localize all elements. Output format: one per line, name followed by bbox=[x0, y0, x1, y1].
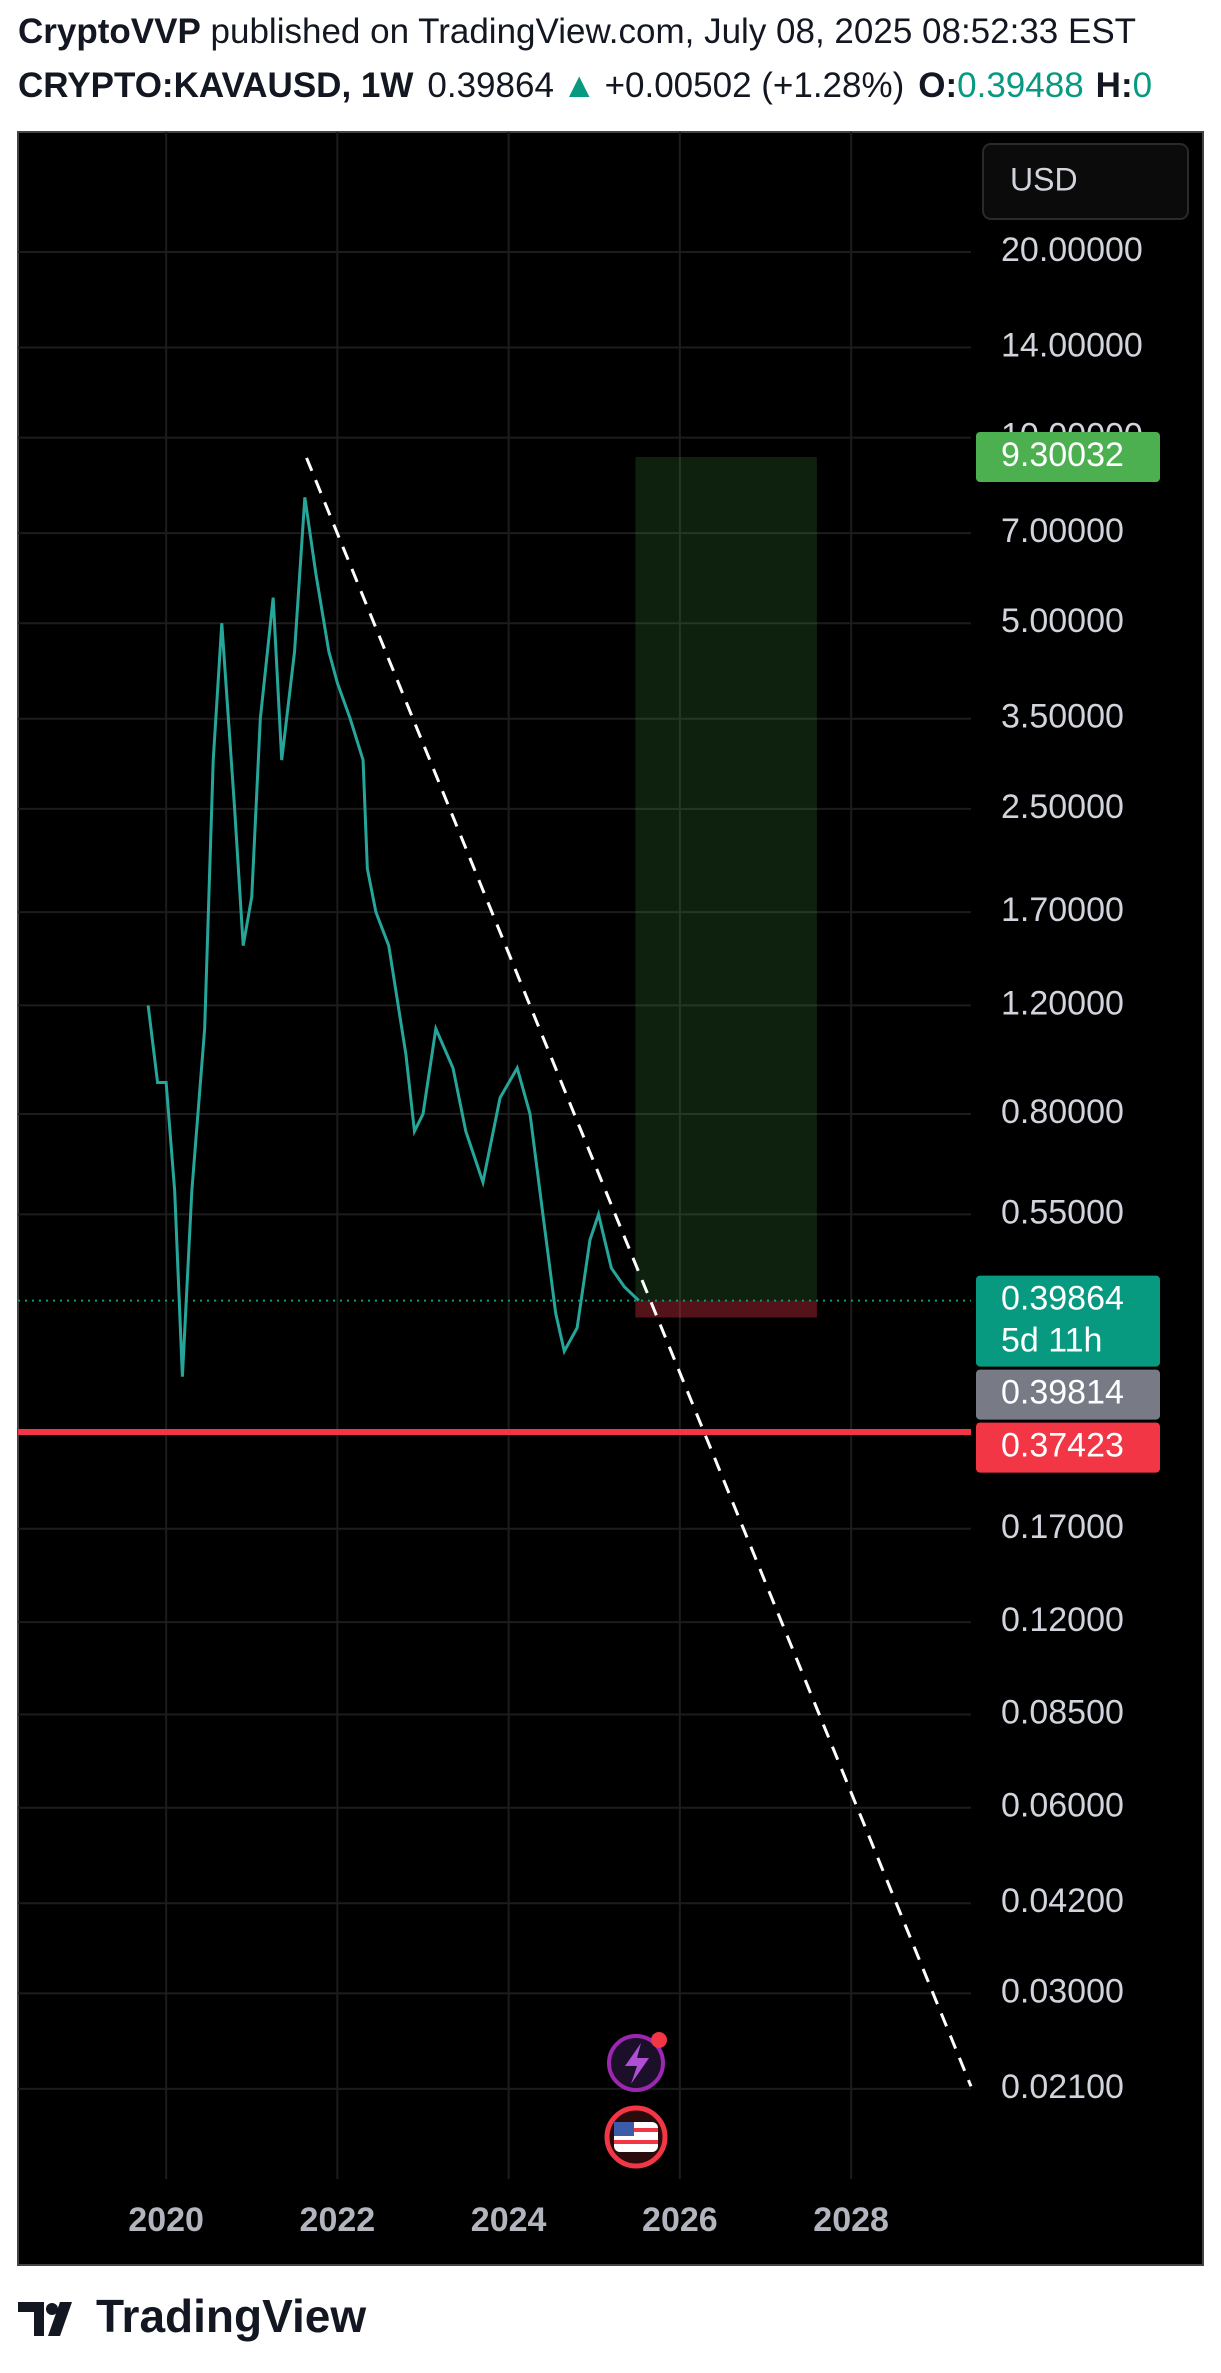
header-line-1: CryptoVVP published on TradingView.com, … bbox=[18, 12, 1136, 51]
high-label: H: bbox=[1096, 66, 1133, 105]
price-label-box bbox=[976, 432, 1160, 483]
y-tick-label: 0.17000 bbox=[1001, 1508, 1124, 1546]
published: published on TradingView.com, July 08, 2… bbox=[201, 12, 1136, 51]
high: 0 bbox=[1133, 66, 1152, 105]
target-zone bbox=[635, 457, 817, 1301]
arrow: ▲ bbox=[562, 66, 597, 105]
stop-zone bbox=[635, 1300, 817, 1318]
flag-stripe bbox=[614, 2140, 658, 2144]
symbol: CRYPTO:KAVAUSD, 1W bbox=[18, 66, 413, 105]
x-tick-label: 2022 bbox=[300, 2201, 376, 2239]
y-tick-label: 2.50000 bbox=[1001, 788, 1124, 826]
x-tick-label: 2026 bbox=[642, 2201, 718, 2239]
y-tick-label: 0.02100 bbox=[1001, 2068, 1124, 2106]
y-tick-label: 0.08500 bbox=[1001, 1693, 1124, 1731]
change: +0.00502 (+1.28%) bbox=[605, 66, 905, 105]
y-tick-label: 0.80000 bbox=[1001, 1093, 1124, 1131]
x-tick-label: 2028 bbox=[813, 2201, 889, 2239]
price-label-box bbox=[976, 1422, 1160, 1473]
logo-dot bbox=[46, 2303, 58, 2315]
price-label: 0.39864 bbox=[1001, 1280, 1124, 1318]
header-line-2: CRYPTO:KAVAUSD, 1W 0.39864 ▲ +0.00502 (+1.2… bbox=[18, 66, 1152, 105]
y-tick-label: 0.06000 bbox=[1001, 1787, 1124, 1825]
author: CryptoVVP bbox=[18, 12, 201, 51]
logo-mark bbox=[18, 2302, 72, 2336]
y-tick-label: 0.55000 bbox=[1001, 1193, 1124, 1231]
footer-logo bbox=[18, 2302, 72, 2336]
price-label-box bbox=[976, 1275, 1160, 1367]
y-tick-label: 0.12000 bbox=[1001, 1601, 1124, 1639]
price-line bbox=[146, 497, 640, 1377]
y-tick-label: 1.20000 bbox=[1001, 984, 1124, 1022]
grid bbox=[18, 132, 971, 2179]
y-tick-label: 14.00000 bbox=[1001, 326, 1143, 364]
trendline bbox=[305, 457, 973, 2087]
price-axis: 20.0000014.0000010.000007.000005.000003.… bbox=[128, 231, 1160, 2239]
countdown-label: 5d 11h bbox=[1001, 1322, 1102, 1360]
event-icons bbox=[604, 2032, 668, 2169]
flag-canton bbox=[614, 2122, 634, 2136]
y-tick-label: 7.00000 bbox=[1001, 512, 1124, 550]
y-tick-label: 0.03000 bbox=[1001, 1972, 1124, 2010]
y-tick-label: 1.70000 bbox=[1001, 891, 1124, 929]
price-label: 0.37423 bbox=[1001, 1427, 1124, 1465]
last: 0.39864 bbox=[427, 66, 554, 105]
y-tick-label: 3.50000 bbox=[1001, 698, 1124, 736]
open: 0.39488 bbox=[957, 66, 1084, 105]
chart-frame bbox=[17, 131, 1204, 2266]
y-tick-label: 5.00000 bbox=[1001, 602, 1124, 640]
price-label: 0.39814 bbox=[1001, 1374, 1124, 1412]
currency-label[interactable]: USD bbox=[1010, 161, 1078, 197]
flag-stripe bbox=[614, 2128, 658, 2132]
notification-dot bbox=[651, 2032, 667, 2048]
price-label: 9.30032 bbox=[1001, 436, 1124, 474]
y-tick-label: 20.00000 bbox=[1001, 231, 1143, 269]
price-label-box bbox=[976, 1369, 1160, 1420]
lightning-glyph bbox=[625, 2043, 649, 2084]
plot bbox=[18, 457, 973, 2087]
y-tick-label: 0.04200 bbox=[1001, 1882, 1124, 1920]
x-tick-label: 2024 bbox=[471, 2201, 547, 2239]
currency-button[interactable] bbox=[982, 143, 1189, 220]
footer-brand: TradingView bbox=[96, 2290, 366, 2342]
x-tick-label: 2020 bbox=[128, 2201, 204, 2239]
open-label: O: bbox=[918, 66, 957, 105]
